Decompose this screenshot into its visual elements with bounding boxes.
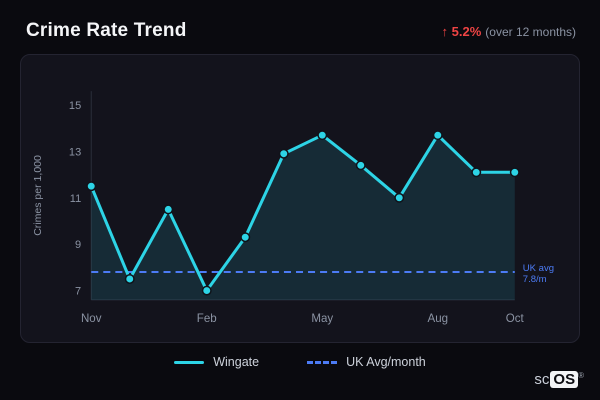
x-tick-label: May <box>311 313 333 325</box>
data-point <box>240 232 251 243</box>
trend-delta: ↑ 5.2% <box>441 24 482 39</box>
legend-item-wingate[interactable]: Wingate <box>174 355 259 369</box>
data-point <box>317 130 328 141</box>
data-point <box>355 160 366 171</box>
chart-legend: Wingate UK Avg/month <box>0 355 600 369</box>
data-point <box>201 285 212 296</box>
trend-summary: ↑ 5.2% (over 12 months) <box>442 24 576 39</box>
uk-avg-line-swatch <box>307 360 338 364</box>
scos-logo: sc OS ® <box>534 371 584 388</box>
logo-box: OS <box>550 371 579 388</box>
wingate-line <box>89 133 517 293</box>
x-tick-label: Nov <box>81 313 102 325</box>
y-tick-label: 15 <box>69 100 81 112</box>
x-tick-label: Feb <box>197 313 217 325</box>
x-tick-label: Aug <box>428 313 449 325</box>
header: Crime Rate Trend ↑ 5.2% (over 12 months) <box>0 0 600 54</box>
logo-registered-mark: ® <box>578 371 584 380</box>
data-point <box>163 204 174 215</box>
data-point <box>509 167 520 178</box>
logo-prefix: sc <box>534 371 550 388</box>
chart-area-fill <box>91 135 515 300</box>
x-tick-label: Oct <box>506 313 525 325</box>
legend-item-uk-avg[interactable]: UK Avg/month <box>307 355 426 369</box>
trend-delta-note: (over 12 months) <box>485 25 576 39</box>
data-point <box>432 130 443 141</box>
data-point <box>394 192 405 203</box>
legend-label-wingate: Wingate <box>213 355 260 369</box>
data-point <box>86 181 97 192</box>
crime-trend-chart: 15 13 11 9 7 Crimes per 1,000 Nov Feb May Aug Oct U… <box>32 91 554 325</box>
y-tick-label: 9 <box>75 239 81 251</box>
page-title: Crime Rate Trend <box>26 20 187 41</box>
uk-avg-label: UK avg <box>523 263 554 274</box>
uk-avg-value-label: 7.8/m <box>523 274 547 285</box>
data-point <box>278 148 289 159</box>
y-tick-label: 7 <box>75 286 81 298</box>
wingate-line-swatch <box>174 360 205 364</box>
y-tick-label: 13 <box>69 146 81 158</box>
legend-label-uk-avg: UK Avg/month <box>346 355 426 369</box>
y-axis-label: Crimes per 1,000 <box>32 155 44 236</box>
data-point <box>471 167 482 178</box>
chart-card: 15 13 11 9 7 Crimes per 1,000 Nov Feb May Aug Oct U… <box>20 54 580 343</box>
data-point <box>124 274 135 284</box>
y-tick-label: 11 <box>70 193 81 205</box>
